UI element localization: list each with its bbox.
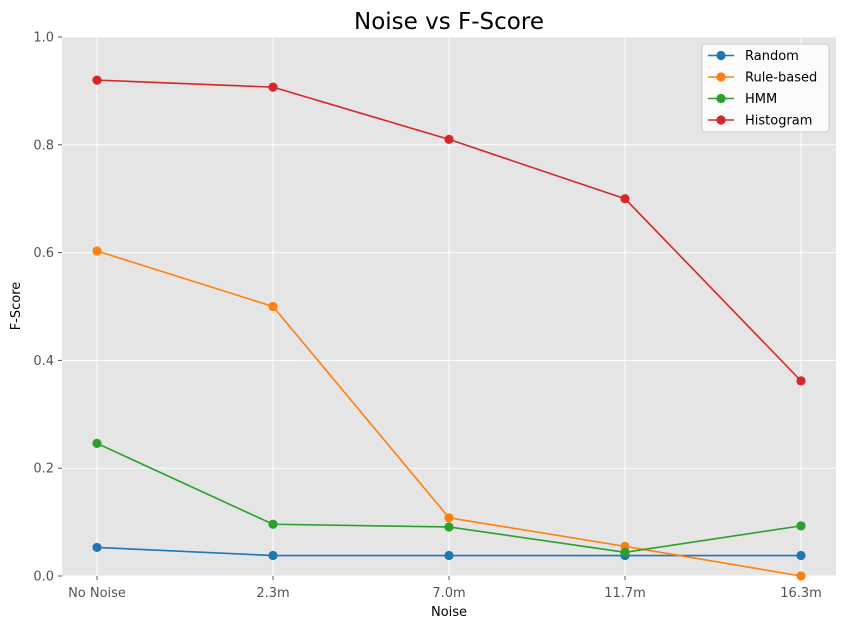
data-point [620,194,630,204]
y-tick-label: 0.2 [33,462,54,477]
legend-marker [716,50,726,61]
data-point [92,246,102,256]
y-tick-label: 0.6 [33,246,54,261]
data-point [796,550,806,561]
x-axis-ticks: No Noise 2.3m 7.0m 11.7m 16.3m [68,576,822,601]
legend-marker [716,72,726,82]
legend-label: HMM [745,92,777,107]
data-point [444,513,454,523]
data-point [444,522,454,532]
legend-item: HMM [708,92,777,107]
data-point [92,438,102,449]
x-tick-label: 11.7m [604,586,646,601]
legend-marker [716,93,726,104]
legend-label: Histogram [745,114,812,129]
legend-label: Rule-based [745,71,817,86]
data-point [796,571,806,581]
chart-title: Noise vs F-Score [354,9,544,35]
y-axis-ticks: 0.0 0.2 0.4 0.6 0.8 1.0 [33,31,62,585]
y-tick-label: 0.4 [33,354,54,369]
data-point [444,134,454,145]
series-group [92,75,806,581]
y-tick-label: 0.0 [33,570,54,585]
y-tick-label: 1.0 [33,31,54,46]
legend-item: Histogram [708,114,812,129]
x-tick-label: 16.3m [780,586,822,601]
legend-box [701,43,830,133]
legend-item: Rule-based [708,71,817,86]
legend: Random Rule-based HMM Histogram [701,43,830,133]
data-point [268,550,278,561]
data-point [796,521,806,531]
x-tick-label: No Noise [68,586,126,601]
series-hmm [92,438,806,557]
data-point [620,547,630,557]
data-point [92,542,102,553]
legend-marker [716,115,726,125]
data-point [92,75,102,85]
series-histogram [92,75,806,386]
x-axis-label: Noise [431,605,467,620]
y-axis-label: F-Score [9,282,24,331]
data-point [268,301,278,312]
data-point [444,550,454,561]
data-point [268,82,278,92]
y-tick-label: 0.8 [33,138,54,153]
data-point [268,519,278,529]
series-rule-based [92,246,806,581]
data-point [796,376,806,386]
grid-lines [62,36,836,577]
x-tick-label: 7.0m [432,586,465,601]
legend-label: Random [745,49,799,64]
legend-item: Random [708,49,799,64]
x-tick-label: 2.3m [256,586,289,601]
